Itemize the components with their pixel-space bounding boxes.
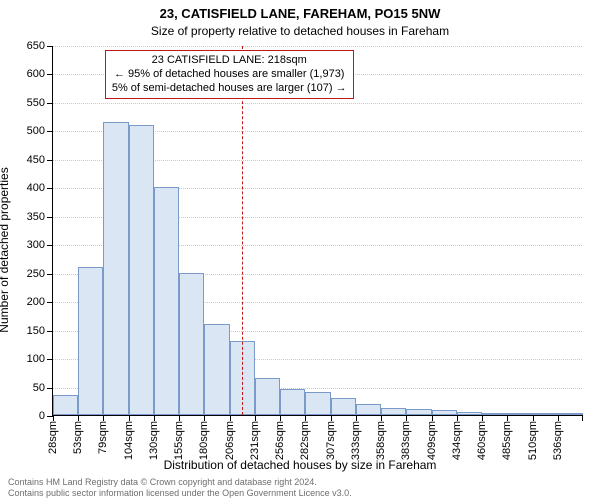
footer-line-2: Contains public sector information licen… [8,488,352,498]
x-tick-label: 79sqm [97,421,109,454]
x-tick-label: 28sqm [47,421,59,454]
y-tick [47,274,53,275]
y-tick-label: 150 [27,325,45,337]
x-tick-label: 409sqm [426,421,438,460]
y-tick-label: 400 [27,182,45,194]
y-tick-label: 650 [27,40,45,52]
histogram-bar [305,392,330,415]
x-tick [582,415,583,421]
x-tick-label: 434sqm [451,421,463,460]
annotation-line-1: 23 CATISFIELD LANE: 218sqm [112,54,347,68]
histogram-bar [179,273,204,415]
annotation-box: 23 CATISFIELD LANE: 218sqm ← 95% of deta… [105,50,354,99]
x-tick-label: 53sqm [72,421,84,454]
x-tick-label: 358sqm [375,421,387,460]
x-tick-label: 282sqm [299,421,311,460]
x-tick-label: 206sqm [224,421,236,460]
x-tick-label: 485sqm [501,421,513,460]
footer-line-1: Contains HM Land Registry data © Crown c… [8,477,352,487]
x-tick-label: 256sqm [274,421,286,460]
annotation-line-3: 5% of semi-detached houses are larger (1… [112,82,347,96]
y-tick [47,359,53,360]
histogram-bar [507,413,532,415]
histogram-bar [406,409,431,415]
x-tick-label: 130sqm [148,421,160,460]
annotation-line-2: ← 95% of detached houses are smaller (1,… [112,68,347,82]
histogram-bar [204,324,229,415]
x-tick-label: 307sqm [325,421,337,460]
x-tick-label: 460sqm [476,421,488,460]
histogram-bar [129,125,154,415]
footer: Contains HM Land Registry data © Crown c… [8,477,352,498]
y-tick-label: 500 [27,125,45,137]
y-tick-label: 350 [27,211,45,223]
y-tick [47,188,53,189]
x-tick-label: 155sqm [173,421,185,460]
y-tick [47,103,53,104]
x-tick-label: 180sqm [198,421,210,460]
y-tick-label: 300 [27,239,45,251]
y-axis-label: Number of detached properties [0,167,11,332]
histogram-bar [154,187,179,415]
x-tick-label: 231sqm [249,421,261,460]
x-tick-label: 510sqm [527,421,539,460]
y-tick [47,217,53,218]
histogram-bar [381,408,406,415]
y-tick-label: 0 [39,410,45,422]
y-tick-label: 450 [27,154,45,166]
chart-title: 23, CATISFIELD LANE, FAREHAM, PO15 5NW [0,6,600,21]
histogram-bar [331,398,356,415]
x-tick-label: 104sqm [123,421,135,460]
y-tick-label: 600 [27,68,45,80]
y-tick [47,388,53,389]
y-tick [47,245,53,246]
y-tick [47,46,53,47]
histogram-bar [457,412,482,415]
chart-subtitle: Size of property relative to detached ho… [0,24,600,38]
chart-container: 23, CATISFIELD LANE, FAREHAM, PO15 5NW S… [0,0,600,500]
y-tick [47,74,53,75]
y-tick-label: 550 [27,97,45,109]
y-tick-label: 250 [27,268,45,280]
histogram-bar [280,389,305,415]
histogram-bar [533,413,558,415]
y-tick-label: 100 [27,353,45,365]
y-tick [47,302,53,303]
histogram-bar [432,410,457,415]
y-tick [47,160,53,161]
histogram-bar [482,413,507,415]
y-tick-label: 200 [27,296,45,308]
x-tick-label: 383sqm [400,421,412,460]
histogram-bar [103,122,128,415]
histogram-bar [53,395,78,415]
plot-area: 0501001502002503003504004505005506006502… [52,46,582,416]
x-axis-label: Distribution of detached houses by size … [0,458,600,472]
histogram-bar [255,378,280,415]
y-tick [47,131,53,132]
y-tick-label: 50 [33,382,45,394]
gridline [53,103,582,104]
histogram-bar [558,413,583,415]
histogram-bar [78,267,103,415]
reference-line [242,46,243,415]
x-tick-label: 333sqm [350,421,362,460]
y-tick [47,331,53,332]
x-tick-label: 536sqm [552,421,564,460]
gridline [53,46,582,47]
histogram-bar [356,404,381,415]
